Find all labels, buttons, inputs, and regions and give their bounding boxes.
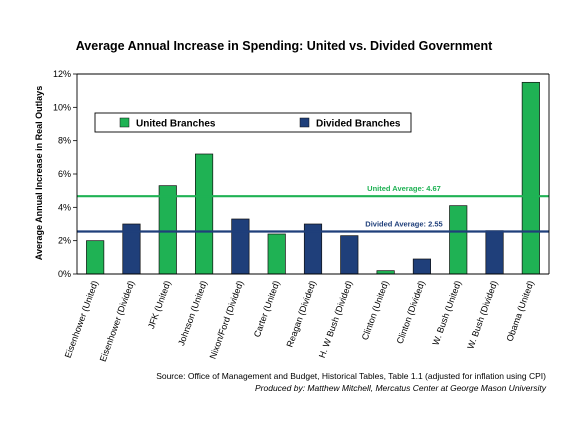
x-tick-label: W. Bush (United): [430, 279, 463, 346]
reference-line-label: United Average: 4.67: [367, 184, 441, 193]
x-tick-label: Clinton (Divided): [395, 279, 427, 345]
legend-box: [94, 112, 412, 133]
y-tick-label: 0%: [58, 269, 71, 279]
axes: [76, 73, 550, 275]
x-tick-label: Johnson (United): [176, 279, 209, 347]
bar-united: [267, 233, 286, 275]
x-tick-label: Eisenhower (Divided): [98, 279, 137, 363]
legend: United Branches Divided Branches: [94, 112, 412, 133]
y-tick-label: 12%: [53, 69, 71, 79]
x-axis-tick-labels: Eisenhower (United)Eisenhower (Divided) J…: [63, 279, 536, 363]
bar-united: [86, 240, 105, 275]
bar-united: [195, 153, 214, 275]
credit-note: Produced by: Matthew Mitchell, Mercatus …: [255, 383, 547, 393]
legend-label: United Branches: [136, 119, 216, 130]
chart-title: Average Annual Increase in Spending: Uni…: [76, 39, 493, 53]
bar-divided: [412, 258, 431, 275]
x-tick-label: W. Bush (Divided): [465, 279, 499, 350]
bar-united: [521, 81, 540, 275]
reference-line-label: Divided Average: 2.55: [365, 220, 442, 229]
reference-lines: United Average: 4.67 Divided Average: 2.5…: [77, 184, 549, 233]
y-tick-label: 10%: [53, 102, 71, 112]
x-tick-label: Reagan (Divided): [285, 279, 318, 348]
bars: [86, 81, 540, 275]
bar-divided: [340, 235, 359, 275]
x-tick-label: Carter (United): [252, 279, 282, 338]
bar-united: [449, 205, 468, 275]
x-tick-label: Nixon/Ford (Divided): [208, 279, 246, 360]
x-tick-label: Clinton (United): [360, 279, 391, 341]
y-axis-label: Average Annual Increase in Real Outlays: [34, 86, 44, 260]
y-tick-label: 2%: [58, 236, 71, 246]
source-note: Source: Office of Management and Budget,…: [156, 371, 546, 381]
legend-label: Divided Branches: [316, 119, 401, 130]
y-axis-ticks: 0% 2% 4% 6% 8% 10% 12%: [53, 69, 77, 279]
legend-swatch-united: [119, 117, 130, 128]
x-tick-label: JFK (United): [146, 279, 173, 330]
y-tick-label: 4%: [58, 202, 71, 212]
x-tick-label: Eisenhower (United): [63, 279, 100, 359]
bar-divided: [485, 230, 504, 275]
y-tick-label: 6%: [58, 169, 71, 179]
x-tick-label: Obama (United): [504, 279, 535, 343]
x-tick-label: H. W Bush (Divided): [317, 279, 354, 359]
bar-divided: [231, 218, 250, 275]
legend-swatch-divided: [299, 117, 310, 128]
bar-united: [158, 185, 177, 275]
bar-united: [376, 270, 395, 275]
y-tick-label: 8%: [58, 136, 71, 146]
